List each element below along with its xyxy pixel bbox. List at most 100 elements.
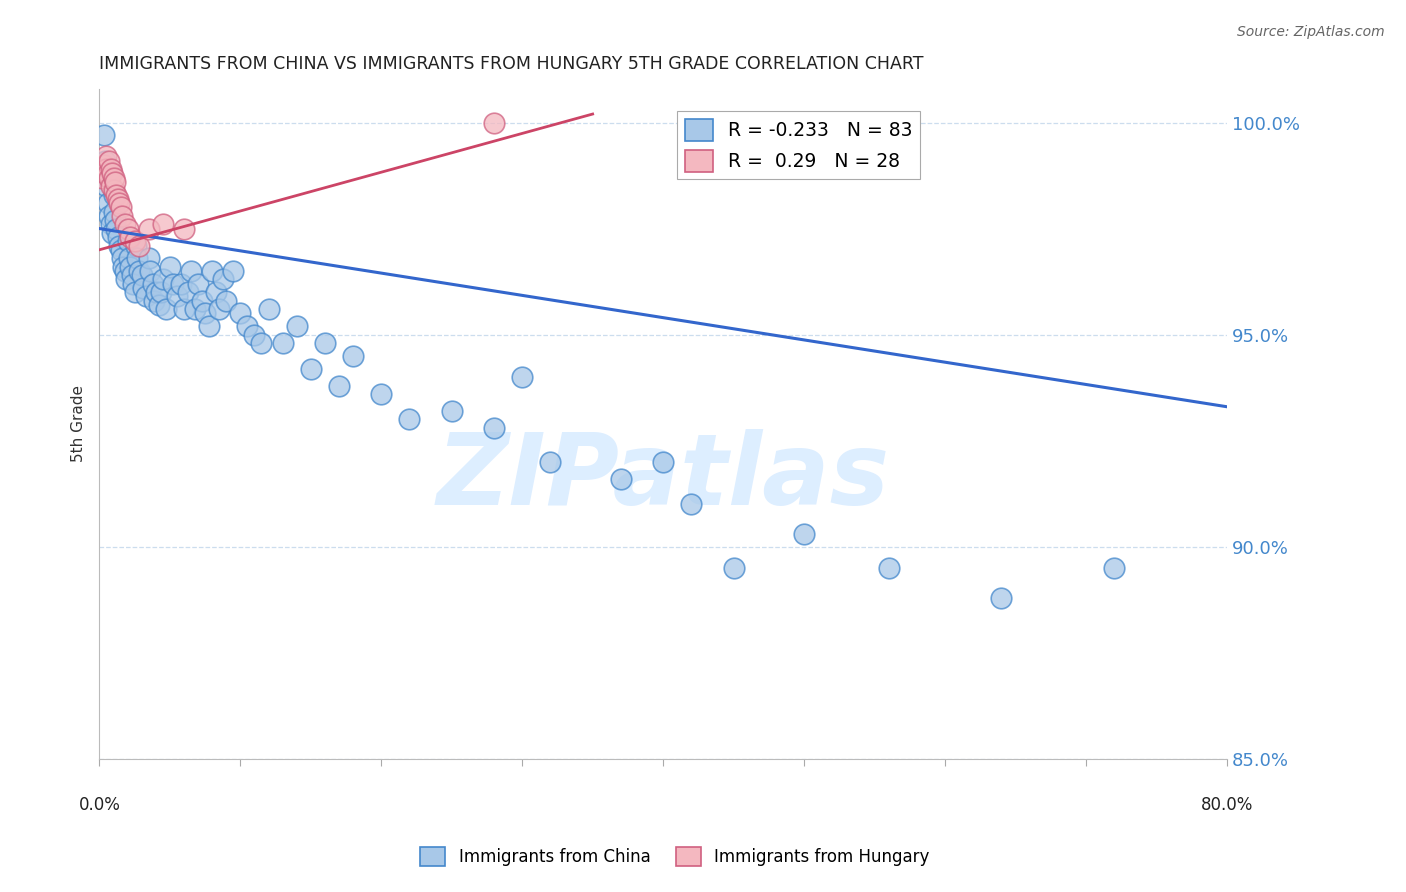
Point	[314, 336, 336, 351]
Point	[103, 204, 125, 219]
Point	[170, 277, 193, 291]
Point	[120, 230, 142, 244]
Point	[208, 302, 231, 317]
Point	[132, 281, 155, 295]
Point	[91, 170, 114, 185]
Point	[100, 162, 122, 177]
Point	[105, 187, 128, 202]
Point	[104, 213, 127, 227]
Point	[115, 272, 138, 286]
Point	[103, 183, 125, 197]
Point	[128, 264, 150, 278]
Point	[723, 561, 745, 575]
Point	[250, 336, 273, 351]
Point	[191, 293, 214, 308]
Point	[128, 238, 150, 252]
Point	[108, 238, 131, 252]
Point	[114, 264, 136, 278]
Point	[101, 166, 124, 180]
Point	[222, 264, 245, 278]
Point	[124, 235, 146, 249]
Point	[162, 277, 184, 291]
Point	[110, 243, 132, 257]
Text: Source: ZipAtlas.com: Source: ZipAtlas.com	[1237, 25, 1385, 39]
Point	[122, 277, 145, 291]
Point	[120, 260, 142, 274]
Point	[152, 272, 174, 286]
Point	[150, 285, 173, 300]
Legend: R = -0.233   N = 83, R =  0.29   N = 28: R = -0.233 N = 83, R = 0.29 N = 28	[678, 112, 920, 179]
Point	[215, 293, 238, 308]
Text: ZIPatlas: ZIPatlas	[436, 429, 890, 525]
Point	[610, 472, 633, 486]
Point	[205, 285, 228, 300]
Point	[285, 319, 308, 334]
Point	[1102, 561, 1125, 575]
Point	[127, 252, 149, 266]
Point	[159, 260, 181, 274]
Point	[166, 289, 188, 303]
Text: 80.0%: 80.0%	[1201, 796, 1253, 814]
Point	[370, 387, 392, 401]
Point	[793, 527, 815, 541]
Point	[212, 272, 235, 286]
Point	[110, 200, 132, 214]
Point	[342, 349, 364, 363]
Point	[328, 378, 350, 392]
Point	[201, 264, 224, 278]
Point	[112, 260, 135, 274]
Point	[111, 252, 134, 266]
Point	[103, 187, 125, 202]
Point	[93, 158, 115, 172]
Point	[114, 217, 136, 231]
Point	[229, 306, 252, 320]
Point	[173, 302, 195, 317]
Point	[482, 421, 505, 435]
Point	[108, 196, 131, 211]
Point	[990, 591, 1012, 605]
Point	[194, 306, 217, 320]
Point	[155, 302, 177, 317]
Point	[681, 497, 703, 511]
Point	[236, 319, 259, 334]
Point	[187, 277, 209, 291]
Point	[143, 293, 166, 308]
Point	[257, 302, 280, 317]
Y-axis label: 5th Grade: 5th Grade	[72, 385, 86, 462]
Point	[103, 170, 125, 185]
Point	[117, 221, 139, 235]
Text: IMMIGRANTS FROM CHINA VS IMMIGRANTS FROM HUNGARY 5TH GRADE CORRELATION CHART: IMMIGRANTS FROM CHINA VS IMMIGRANTS FROM…	[100, 55, 924, 73]
Point	[118, 252, 141, 266]
Point	[398, 412, 420, 426]
Point	[117, 235, 139, 249]
Point	[131, 268, 153, 283]
Point	[243, 327, 266, 342]
Point	[125, 238, 148, 252]
Point	[98, 170, 121, 185]
Point	[299, 361, 322, 376]
Point	[142, 277, 165, 291]
Point	[538, 455, 561, 469]
Point	[139, 264, 162, 278]
Point	[138, 221, 160, 235]
Point	[177, 285, 200, 300]
Point	[105, 221, 128, 235]
Point	[96, 149, 118, 163]
Point	[98, 209, 121, 223]
Point	[93, 128, 115, 143]
Point	[121, 268, 143, 283]
Point	[148, 298, 170, 312]
Point	[152, 217, 174, 231]
Point	[111, 209, 134, 223]
Point	[107, 230, 129, 244]
Point	[124, 285, 146, 300]
Point	[440, 404, 463, 418]
Point	[184, 302, 207, 317]
Point	[100, 179, 122, 194]
Point	[101, 226, 124, 240]
Text: 0.0%: 0.0%	[79, 796, 121, 814]
Point	[180, 264, 202, 278]
Point	[510, 370, 533, 384]
Point	[198, 319, 221, 334]
Point	[96, 179, 118, 194]
